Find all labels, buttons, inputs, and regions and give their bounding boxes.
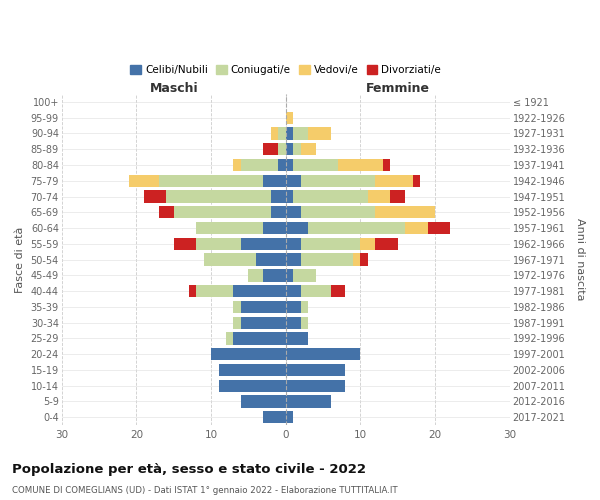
Bar [301,206,376,218]
Bar [286,364,346,376]
Bar [286,411,293,424]
Bar [196,285,233,298]
Bar [286,285,301,298]
Bar [368,190,390,202]
Bar [226,332,233,344]
Bar [413,174,420,187]
Bar [286,128,293,140]
Bar [286,174,301,187]
Bar [331,285,346,298]
Bar [286,348,361,360]
Bar [188,285,196,298]
Bar [286,316,301,329]
Bar [166,190,271,202]
Bar [428,222,450,234]
Bar [233,332,286,344]
Bar [278,159,286,171]
Bar [301,174,376,187]
Bar [203,254,256,266]
Bar [233,285,286,298]
Bar [286,143,293,156]
Bar [301,316,308,329]
Bar [361,254,368,266]
Bar [286,380,346,392]
Bar [286,222,308,234]
Bar [301,301,308,313]
Bar [241,238,286,250]
Bar [308,128,331,140]
Bar [353,254,361,266]
Bar [241,301,286,313]
Bar [293,159,338,171]
Bar [286,332,308,344]
Bar [301,143,316,156]
Bar [211,348,286,360]
Bar [301,238,361,250]
Legend: Celibi/Nubili, Coniugati/e, Vedovi/e, Divorziati/e: Celibi/Nubili, Coniugati/e, Vedovi/e, Di… [126,61,445,80]
Bar [129,174,159,187]
Bar [286,301,301,313]
Bar [286,396,331,407]
Text: Maschi: Maschi [149,82,198,95]
Bar [271,190,286,202]
Bar [159,174,263,187]
Bar [361,238,376,250]
Bar [263,174,286,187]
Bar [218,380,286,392]
Bar [301,254,353,266]
Bar [293,190,368,202]
Bar [376,238,398,250]
Text: COMUNE DI COMEGLIANS (UD) - Dati ISTAT 1° gennaio 2022 - Elaborazione TUTTITALIA: COMUNE DI COMEGLIANS (UD) - Dati ISTAT 1… [12,486,398,495]
Bar [286,159,293,171]
Bar [405,222,428,234]
Bar [286,238,301,250]
Bar [376,174,413,187]
Bar [144,190,166,202]
Bar [241,396,286,407]
Bar [256,254,286,266]
Bar [263,411,286,424]
Bar [271,128,278,140]
Bar [271,206,286,218]
Bar [278,143,286,156]
Bar [308,222,405,234]
Bar [263,222,286,234]
Bar [174,238,196,250]
Bar [390,190,405,202]
Bar [286,254,301,266]
Bar [338,159,383,171]
Bar [301,285,331,298]
Bar [286,269,293,281]
Text: Popolazione per età, sesso e stato civile - 2022: Popolazione per età, sesso e stato civil… [12,462,366,475]
Bar [376,206,435,218]
Bar [293,269,316,281]
Bar [286,190,293,202]
Bar [233,316,241,329]
Text: Femmine: Femmine [366,82,430,95]
Y-axis label: Anni di nascita: Anni di nascita [575,218,585,301]
Bar [278,128,286,140]
Bar [383,159,390,171]
Bar [248,269,263,281]
Bar [286,112,293,124]
Bar [293,128,308,140]
Bar [241,316,286,329]
Bar [233,159,241,171]
Bar [196,222,263,234]
Bar [293,143,301,156]
Bar [196,238,241,250]
Y-axis label: Fasce di età: Fasce di età [15,226,25,293]
Bar [286,206,301,218]
Bar [241,159,278,171]
Bar [159,206,174,218]
Bar [263,143,278,156]
Bar [263,269,286,281]
Bar [174,206,271,218]
Bar [233,301,241,313]
Bar [218,364,286,376]
